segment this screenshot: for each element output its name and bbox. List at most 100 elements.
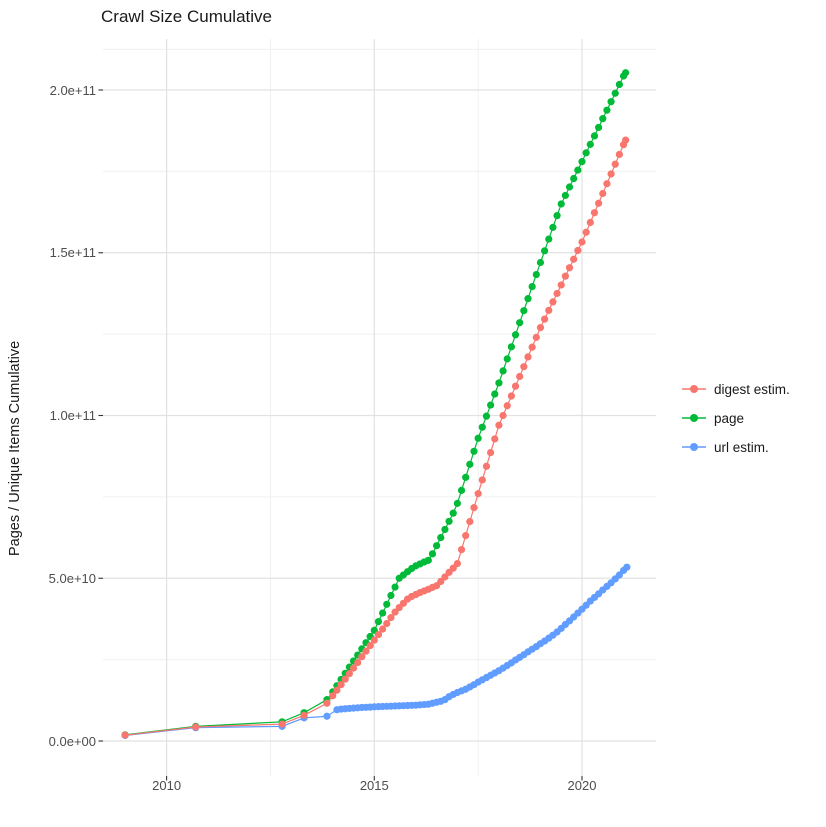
data-point-digest-estim [349, 664, 358, 672]
y-tick-label-2.0e+11: 2.0e+11 [49, 82, 96, 98]
data-point-page [478, 423, 486, 431]
data-point-digest-estim [278, 720, 286, 728]
data-point-digest-estim [121, 731, 129, 739]
legend-item-url-estim: url estim. [681, 437, 790, 457]
data-point-digest-estim [387, 614, 395, 622]
data-point-page [607, 98, 615, 106]
data-point-page [528, 283, 536, 291]
data-point-digest-estim [590, 209, 599, 217]
data-point-page [383, 600, 391, 608]
data-point-digest-estim [574, 246, 582, 255]
data-point-page [391, 583, 399, 591]
data-point-digest-estim [391, 608, 399, 616]
data-point-digest-estim [437, 577, 445, 586]
x-tick-label-2020: 2020 [567, 778, 597, 793]
data-point-page [565, 183, 574, 191]
data-point-digest-estim [341, 675, 349, 683]
data-point-digest-estim [595, 199, 603, 207]
data-point-digest-estim [545, 306, 553, 314]
data-point-url-estim [623, 563, 631, 571]
legend-label-digest-estim: digest estim. [714, 381, 790, 397]
data-point-digest-estim [478, 476, 486, 484]
data-point-digest-estim [615, 150, 623, 159]
data-point-page [499, 367, 507, 375]
data-point-page [507, 343, 515, 351]
data-point-digest-estim [383, 619, 391, 628]
data-point-page [503, 355, 511, 363]
data-point-page [487, 401, 495, 409]
data-point-page [387, 591, 395, 600]
data-point-digest-estim [337, 681, 345, 689]
data-point-digest-estim [520, 363, 528, 371]
data-point-digest-estim [536, 324, 545, 332]
data-point-digest-estim [565, 264, 574, 272]
chart-title: Crawl Size Cumulative [101, 7, 272, 26]
data-point-digest-estim [449, 564, 457, 572]
data-point-page [599, 115, 607, 123]
data-point-digest-estim [358, 653, 366, 661]
data-point-digest-estim [557, 281, 565, 289]
data-point-page [611, 89, 619, 97]
data-point-page [590, 132, 599, 140]
data-point-digest-estim [453, 560, 461, 568]
data-point-page [374, 617, 383, 626]
data-point-page [470, 447, 478, 455]
data-point-digest-estim [561, 272, 569, 280]
data-point-page [511, 331, 520, 339]
data-point-digest-estim [586, 218, 594, 227]
y-tick-label-1.0e+11: 1.0e+11 [49, 408, 96, 423]
data-point-digest-estim [462, 532, 470, 540]
data-point-page [437, 533, 445, 542]
data-point-digest-estim [607, 170, 615, 178]
data-point-digest-estim [329, 692, 337, 700]
legend: digest estim. page url estim. [681, 379, 790, 466]
data-point-page [516, 319, 524, 327]
data-point-digest-estim [503, 402, 511, 410]
legend-key-page [682, 414, 706, 422]
data-point-digest-estim [511, 382, 520, 390]
data-point-page [541, 247, 549, 255]
y-tick-label-0.0e+00: 0.0e+00 [48, 733, 96, 749]
data-point-url-estim [323, 712, 331, 720]
data-point-page [536, 258, 545, 267]
legend-key-dot-page [690, 414, 698, 422]
data-point-digest-estim [333, 686, 341, 694]
data-point-page [482, 412, 491, 420]
x-tick-label-2015: 2015 [359, 778, 389, 793]
data-point-digest-estim [495, 421, 503, 429]
data-point-page [474, 434, 482, 442]
data-point-digest-estim [192, 723, 200, 731]
data-point-digest-estim [482, 462, 491, 470]
data-point-page [445, 517, 453, 525]
data-point-digest-estim [622, 136, 630, 144]
data-point-page [524, 295, 532, 303]
data-point-digest-estim [366, 642, 374, 650]
plot-panel [103, 39, 656, 776]
data-point-digest-estim [374, 630, 383, 639]
data-point-digest-estim [570, 255, 578, 263]
legend-item-page: page [681, 408, 790, 428]
data-point-digest-estim [524, 353, 532, 361]
y-tick-label-5.0e+10: 5.0e+10 [48, 570, 96, 586]
data-point-digest-estim [611, 160, 619, 168]
data-point-digest-estim [300, 711, 308, 719]
data-point-digest-estim [345, 670, 353, 678]
data-point-page [441, 525, 449, 534]
data-point-page [495, 379, 503, 387]
data-point-digest-estim [491, 435, 499, 443]
data-point-digest-estim [532, 333, 540, 341]
data-point-digest-estim [354, 658, 362, 667]
data-point-digest-estim [553, 289, 561, 298]
data-point-digest-estim [528, 343, 536, 351]
data-point-page [428, 550, 437, 558]
data-point-page [615, 80, 623, 89]
data-point-page [586, 140, 594, 148]
data-point-page [466, 460, 474, 468]
data-point-page [520, 307, 528, 315]
data-point-page [622, 69, 630, 77]
data-point-page [557, 200, 565, 208]
data-point-url-estim [615, 571, 623, 579]
data-point-digest-estim [466, 518, 474, 526]
x-tick-label-2010: 2010 [152, 778, 182, 793]
data-point-page [561, 191, 569, 200]
